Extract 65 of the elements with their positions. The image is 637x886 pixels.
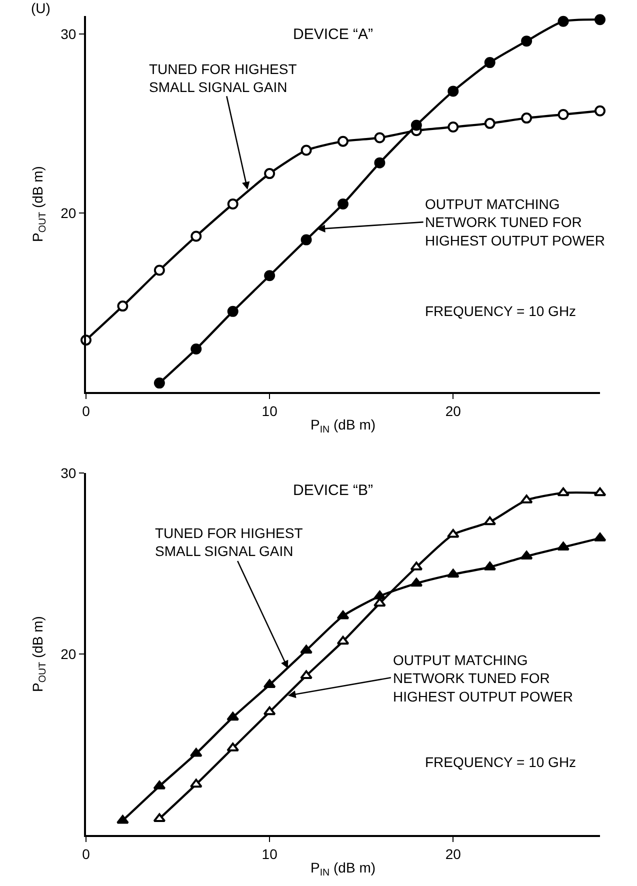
point xyxy=(227,306,238,317)
annotation: OUTPUT MATCHING NETWORK TUNED FOR HIGHEST OUTPUT POWER xyxy=(393,652,573,704)
point xyxy=(190,778,202,788)
x-axis-title: P$_{IN}$ (dB m) xyxy=(310,416,376,436)
point xyxy=(594,105,606,116)
point xyxy=(446,568,460,578)
point xyxy=(336,610,350,620)
point xyxy=(594,487,606,496)
point xyxy=(154,378,165,389)
point xyxy=(190,230,202,242)
point xyxy=(484,57,496,68)
x-tick-label: 0 xyxy=(82,402,90,419)
point xyxy=(484,118,496,129)
annotation: FREQUENCY = 10 GHz xyxy=(425,754,576,770)
point xyxy=(300,644,312,654)
point xyxy=(116,815,129,824)
point xyxy=(374,132,386,144)
point xyxy=(521,36,532,47)
y-tick-label: 20 xyxy=(60,646,76,662)
y-tick-label: 30 xyxy=(60,464,76,481)
x-tick-label: 20 xyxy=(445,402,462,419)
x-tick-label: 10 xyxy=(262,402,278,419)
point xyxy=(300,670,312,679)
point xyxy=(558,108,569,120)
text: (U) xyxy=(31,0,50,16)
point xyxy=(117,300,128,312)
point xyxy=(226,712,240,721)
x-tick-label: 0 xyxy=(82,846,90,862)
annotation: FREQUENCY = 10 GHz xyxy=(425,303,576,319)
x-tick-label: 20 xyxy=(445,846,462,862)
point xyxy=(484,516,496,526)
point xyxy=(263,679,276,688)
point xyxy=(154,264,165,276)
point xyxy=(410,120,422,131)
point xyxy=(374,590,386,600)
point xyxy=(264,270,276,282)
point xyxy=(300,144,312,156)
point xyxy=(374,157,386,168)
annotation: OUTPUT MATCHING NETWORK TUNED FOR HIGHEST OUTPUT POWER xyxy=(425,196,605,248)
annotation: TUNED FOR HIGHEST SMALL SIGNAL GAIN xyxy=(155,525,304,560)
point xyxy=(521,112,532,124)
y-tick-label: 20 xyxy=(60,204,76,221)
point xyxy=(190,344,202,355)
point xyxy=(448,122,459,133)
point xyxy=(374,598,386,607)
text: DEVICE “A” xyxy=(293,26,374,43)
point xyxy=(227,198,238,210)
point xyxy=(338,136,348,147)
point xyxy=(594,14,606,26)
point xyxy=(448,86,459,97)
point xyxy=(520,550,533,560)
x-tick-label: 10 xyxy=(262,846,278,862)
y-tick-label: 30 xyxy=(60,26,76,42)
x-axis-title: P$_{IN}$ (dB m) xyxy=(310,860,376,879)
point xyxy=(410,578,423,587)
point xyxy=(336,636,350,645)
text: DEVICE “B” xyxy=(293,482,374,499)
annotation: TUNED FOR HIGHEST SMALL SIGNAL GAIN xyxy=(149,61,298,96)
point xyxy=(263,706,276,716)
point xyxy=(338,198,348,210)
point xyxy=(558,16,569,27)
point xyxy=(557,542,570,550)
point xyxy=(300,234,312,246)
point xyxy=(557,487,570,496)
point xyxy=(264,168,276,180)
